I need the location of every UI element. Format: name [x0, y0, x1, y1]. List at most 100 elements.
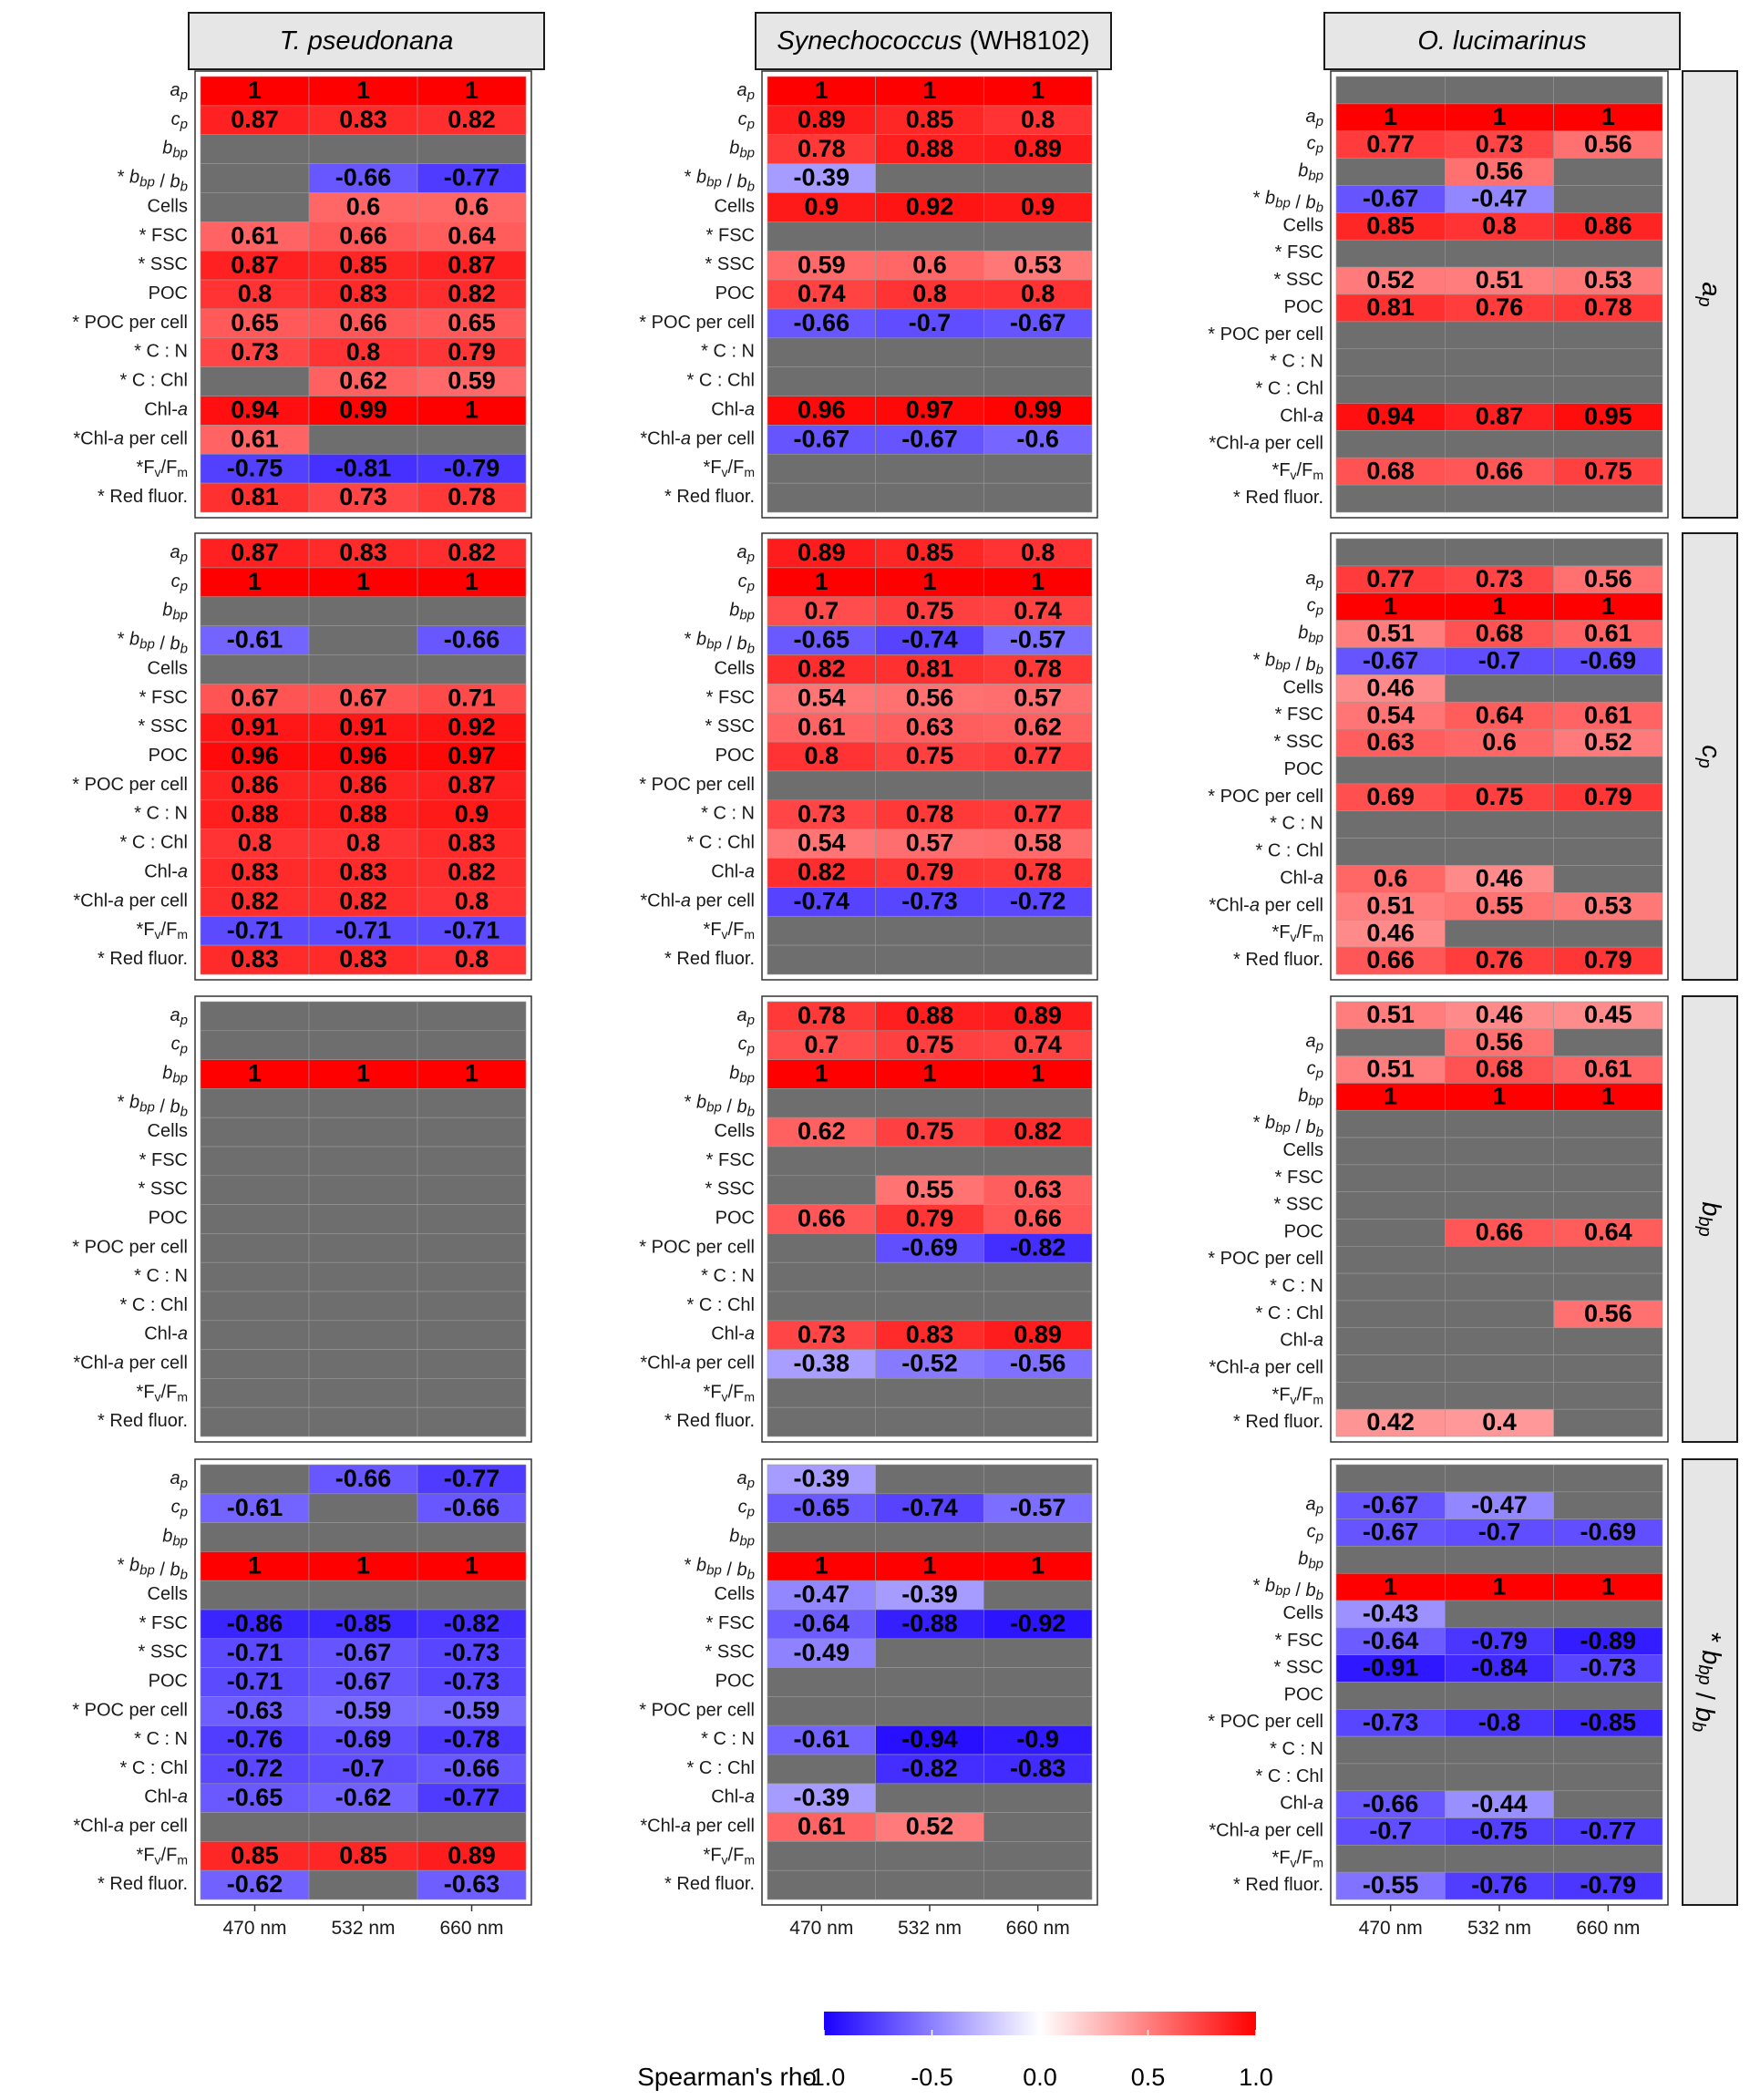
row-label: bbp: [1298, 623, 1323, 646]
cell-value: 0.75: [906, 1117, 954, 1145]
heat-cell: [200, 712, 310, 743]
heat-cell: [1553, 1572, 1663, 1601]
cell-value: 1: [1031, 568, 1045, 595]
cell-value: -0.64: [794, 1610, 850, 1637]
cell-value: -0.47: [1471, 185, 1528, 212]
x-tick-label-470-nm: 470 nm: [789, 1918, 853, 1939]
row-label: * POC per cell: [72, 1238, 188, 1258]
row-label: * C : Chl: [120, 833, 188, 853]
cell-value: 0.83: [339, 859, 387, 886]
row-label: * FSC: [139, 226, 188, 246]
cell-value: 0.85: [1366, 211, 1415, 239]
cell-value: 0.46: [1476, 865, 1524, 892]
cell-value: 0.61: [1584, 701, 1632, 728]
heat-cell: [1553, 1464, 1663, 1493]
heat-cell: [983, 1667, 1093, 1697]
row-label: *Fv/Fm: [137, 1846, 188, 1867]
heat-cell: [308, 105, 418, 136]
heat-cell: [1553, 728, 1663, 757]
heat-cell: [200, 770, 310, 801]
cell-value: 1: [1384, 592, 1397, 620]
cell-value: -0.69: [335, 1725, 392, 1753]
heat-cell: [200, 1001, 310, 1032]
x-tick-label-660-nm: 660 nm: [439, 1918, 503, 1939]
heat-cell: [308, 1406, 418, 1437]
panel-cp-syn: ap 0.89 0.85 0.8 cp 1 1 1 bbp 0.7 0.75 0.74 * bbp / …: [639, 532, 1098, 981]
cell-value: -0.88: [901, 1610, 958, 1637]
cell-value: 0.91: [231, 713, 279, 740]
row-label: Chl-a: [1280, 1794, 1323, 1814]
cell-value: 0.73: [798, 1321, 846, 1348]
facet-strip-label: * bbp / bb: [1688, 1632, 1726, 1732]
heat-cell: [1553, 484, 1663, 513]
cell-value: 1: [1492, 592, 1506, 620]
cell-value: 0.51: [1366, 1055, 1415, 1083]
heat-cell: [1335, 212, 1446, 241]
heat-cell: [1445, 1109, 1554, 1138]
heat-cell: [200, 944, 310, 975]
cell-value: -0.7: [1478, 647, 1521, 674]
row-label: ap: [737, 1468, 755, 1491]
heat-cell: [1553, 892, 1663, 921]
cell-value: -0.65: [794, 626, 850, 654]
cell-value: 0.78: [906, 800, 954, 828]
heat-cell: [983, 1117, 1093, 1148]
heat-cell: [417, 337, 527, 367]
cell-value: 0.82: [448, 106, 496, 133]
cell-value: -0.66: [444, 1494, 500, 1521]
heat-cell: [767, 1001, 876, 1032]
heat-cell: [1335, 647, 1446, 675]
heat-cell: [308, 1580, 418, 1611]
cell-value: -0.77: [444, 1465, 500, 1492]
heat-cell: [308, 1783, 418, 1813]
cell-value: 1: [1384, 1082, 1397, 1109]
cell-value: -0.66: [335, 164, 392, 191]
cell-value: -0.39: [794, 164, 850, 191]
row-label: cp: [171, 1035, 188, 1057]
heat-cell: [417, 308, 527, 339]
heat-cell: [200, 567, 310, 598]
row-label: *Fv/Fm: [137, 1383, 188, 1404]
heat-cell: [1553, 239, 1663, 268]
heat-cell: [1335, 946, 1446, 975]
heat-cell: [767, 76, 876, 107]
cell-value: 0.51: [1476, 266, 1524, 293]
cell-value: 1: [465, 396, 479, 424]
cell-value: 1: [1601, 592, 1615, 620]
row-label: *Fv/Fm: [1272, 460, 1323, 481]
cell-value: 0.8: [1021, 539, 1055, 566]
cell-value: -0.65: [794, 1494, 850, 1521]
cell-value: 0.71: [448, 684, 496, 711]
heat-cell: [200, 1869, 310, 1900]
heat-cell: [875, 250, 984, 281]
heat-cell: [308, 163, 418, 193]
row-label: * Red fluor.: [664, 1874, 755, 1894]
cell-value: 0.78: [798, 1002, 846, 1029]
heat-cell: [875, 1667, 984, 1697]
cell-value: 0.4: [1482, 1408, 1517, 1436]
row-label: * Red fluor.: [664, 1411, 755, 1431]
cell-value: -0.65: [227, 1784, 283, 1811]
heat-cell: [417, 1261, 527, 1292]
heat-cell: [875, 567, 984, 598]
cell-value: 0.56: [1584, 130, 1632, 158]
heat-cell: [200, 308, 310, 339]
cell-value: -0.69: [1580, 1518, 1637, 1546]
heat-cell: [983, 1783, 1093, 1813]
heat-cell: [983, 770, 1093, 801]
heat-cell: [417, 396, 527, 426]
row-label: * bbp / bb: [118, 630, 188, 657]
row-label: bbp: [729, 139, 755, 161]
heat-cell: [983, 1320, 1093, 1350]
cell-value: 0.92: [448, 713, 496, 740]
heat-cell: [767, 366, 876, 396]
cell-value: -0.67: [335, 1639, 392, 1666]
cell-value: 0.8: [455, 887, 489, 914]
cell-value: 0.56: [1476, 1028, 1524, 1055]
cell-value: 0.6: [455, 193, 489, 221]
heat-cell: [767, 1551, 876, 1581]
heat-cell: [417, 770, 527, 801]
x-tick-label-532-nm: 532 nm: [331, 1918, 395, 1939]
heat-cell: [875, 1783, 984, 1813]
row-label: * FSC: [706, 1613, 755, 1633]
